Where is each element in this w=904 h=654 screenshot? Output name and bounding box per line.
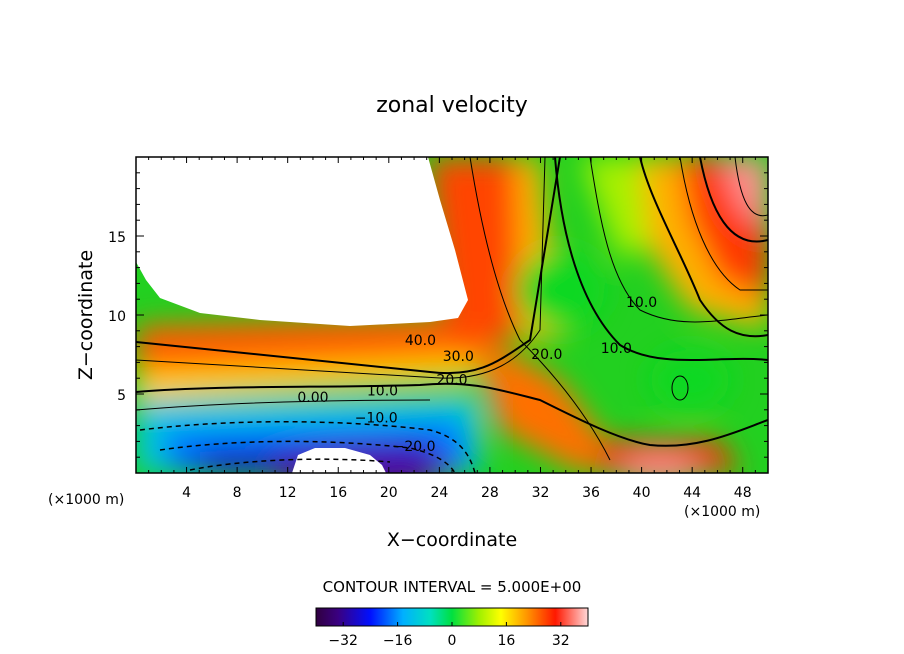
x-axis-ticks: 4 8 12 16 20 24 28 32 36 40 44 48 bbox=[148, 157, 756, 501]
x-tick-label: 12 bbox=[279, 485, 297, 501]
plot-area bbox=[136, 157, 768, 473]
x-tick-label: 40 bbox=[633, 485, 651, 501]
colorbar-tick-label: −32 bbox=[328, 633, 358, 649]
x-unit-label-right: (×1000 m) bbox=[684, 504, 760, 520]
x-tick-label: 24 bbox=[430, 485, 448, 501]
contour-label: 10.0 bbox=[601, 341, 632, 357]
x-tick-label: 16 bbox=[329, 485, 347, 501]
contour-label: 0.00 bbox=[297, 390, 328, 406]
contour-label: −10.0 bbox=[355, 410, 398, 426]
colorbar-tick-label: 16 bbox=[497, 633, 515, 649]
contour-label: 40.0 bbox=[405, 333, 436, 349]
y-axis-ticks: 5 10 15 bbox=[108, 172, 768, 458]
x-tick-label: 48 bbox=[734, 485, 752, 501]
x-tick-label: 44 bbox=[683, 485, 701, 501]
x-unit-label-left: (×1000 m) bbox=[48, 492, 124, 508]
contour-label: 10.0 bbox=[626, 295, 657, 311]
contour-labels: 40.0 30.0 20.0 20.0 10.0 10.0 10.0 0.00 −10.0 −20… bbox=[297, 295, 657, 455]
x-tick-label: 20 bbox=[380, 485, 398, 501]
colorbar-tick-label: −16 bbox=[383, 633, 413, 649]
x-tick-label: 36 bbox=[582, 485, 600, 501]
contour-label: 20.0 bbox=[531, 347, 562, 363]
masked-region-bottom bbox=[292, 448, 386, 473]
x-axis-label: X−coordinate bbox=[387, 529, 517, 551]
y-axis-label: Z−coordinate bbox=[75, 250, 97, 380]
contour-label: 10.0 bbox=[367, 384, 398, 400]
contour-interval-text: CONTOUR INTERVAL = 5.000E+00 bbox=[323, 578, 582, 596]
colorbar-ticks: −32 −16 0 16 32 bbox=[328, 622, 570, 649]
x-tick-label: 28 bbox=[481, 485, 499, 501]
x-tick-label: 32 bbox=[532, 485, 550, 501]
y-tick-label: 10 bbox=[108, 309, 126, 325]
contour-label: 30.0 bbox=[443, 349, 474, 365]
contour-label: 20.0 bbox=[436, 373, 467, 389]
y-tick-label: 15 bbox=[108, 230, 126, 246]
y-tick-label: 5 bbox=[117, 388, 126, 404]
contour-label: −20.0 bbox=[393, 439, 436, 455]
x-tick-label: 4 bbox=[182, 485, 191, 501]
colorbar-tick-label: 32 bbox=[552, 633, 570, 649]
chart-title: zonal velocity bbox=[376, 93, 528, 118]
masked-region-upper bbox=[136, 157, 468, 326]
colorbar-tick-label: 0 bbox=[448, 633, 457, 649]
x-tick-label: 8 bbox=[233, 485, 242, 501]
